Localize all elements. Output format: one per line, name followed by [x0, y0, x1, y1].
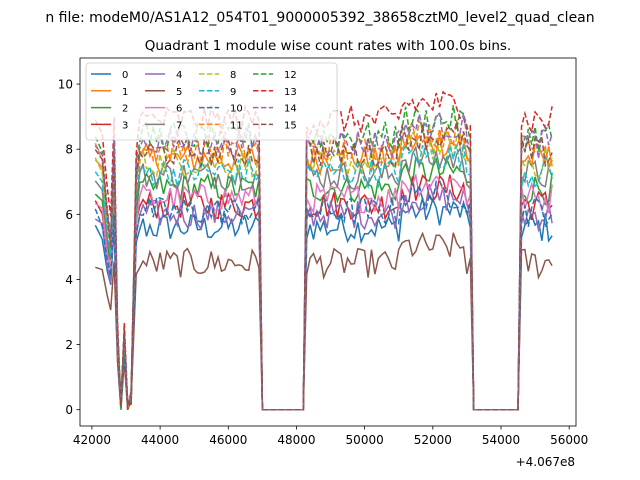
figure-suptitle: n file: modeM0/AS1A12_054T01_9000005392_… — [45, 10, 594, 26]
legend-label-10: 10 — [230, 104, 243, 115]
legend-label-9: 9 — [230, 87, 236, 98]
legend-label-15: 15 — [284, 120, 297, 131]
x-tick-label: 42000 — [73, 433, 111, 447]
legend-label-5: 5 — [176, 87, 182, 98]
y-tick-label: 4 — [65, 273, 73, 287]
axes-frame — [79, 57, 577, 427]
legend-label-6: 6 — [176, 104, 182, 115]
y-tick-label: 2 — [65, 338, 73, 352]
legend-label-3: 3 — [122, 120, 128, 131]
legend-label-8: 8 — [230, 70, 236, 81]
legend-box — [85, 62, 338, 141]
legend-label-0: 0 — [122, 70, 128, 81]
x-tick-label: 48000 — [277, 433, 315, 447]
legend-label-4: 4 — [176, 70, 182, 81]
x-axis-offset-label: +4.067e8 — [516, 455, 575, 469]
x-tick-label: 52000 — [414, 433, 452, 447]
y-tick-label: 10 — [58, 78, 73, 92]
y-tick-label: 6 — [65, 208, 73, 222]
legend-label-13: 13 — [284, 87, 297, 98]
series-line-15 — [94, 120, 553, 411]
series-line-14 — [94, 112, 553, 411]
x-tick-label: 44000 — [141, 433, 179, 447]
x-tick-label: 54000 — [482, 433, 520, 447]
y-tick-label: 0 — [65, 403, 73, 417]
series-line-5 — [95, 231, 553, 411]
x-tick-label: 50000 — [346, 433, 384, 447]
y-tick-label: 8 — [65, 143, 73, 157]
legend-label-2: 2 — [122, 104, 128, 115]
series-line-0 — [94, 196, 553, 411]
axes: 42000 44000 46000 48000 50000 52000 54000 56000… — [58, 57, 588, 447]
series-line-4 — [94, 183, 553, 411]
legend-label-12: 12 — [284, 70, 297, 81]
legend-label-11: 11 — [230, 120, 243, 131]
legend-label-1: 1 — [122, 87, 128, 98]
chart-title: Quadrant 1 module wise count rates with … — [145, 38, 511, 54]
legend-label-14: 14 — [284, 104, 297, 115]
x-tick-label: 56000 — [550, 433, 588, 447]
series-line-3 — [94, 173, 553, 411]
series-line-8 — [94, 130, 553, 411]
legend-label-7: 7 — [176, 120, 182, 131]
x-tick-label: 46000 — [209, 433, 247, 447]
